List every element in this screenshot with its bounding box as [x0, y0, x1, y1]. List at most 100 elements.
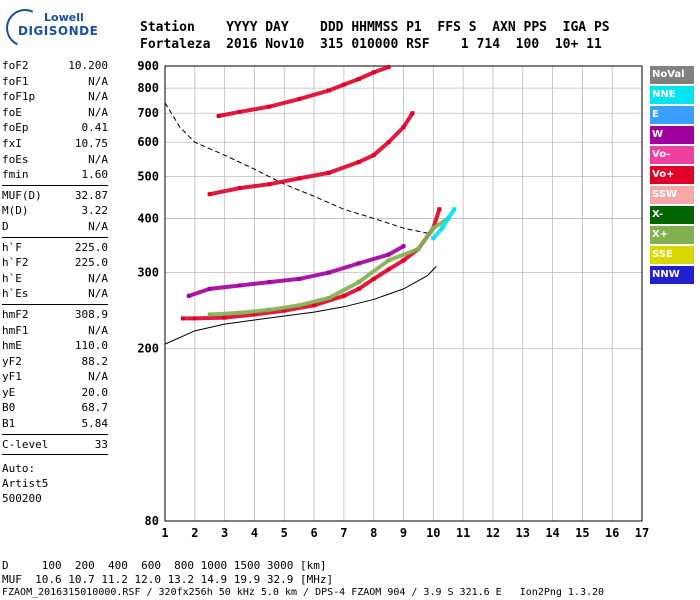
series-point	[252, 312, 257, 317]
digisonde-logo: Lowell DIGISONDE	[0, 3, 124, 53]
series-point	[207, 286, 212, 291]
separator	[2, 184, 108, 186]
param-row-ye: yE 20.0	[2, 385, 108, 401]
auto-line: 500200	[2, 492, 42, 506]
x-tick-label: 5	[281, 526, 288, 540]
param-value: 10.200	[68, 59, 108, 72]
x-tick-label: 15	[575, 526, 589, 540]
x-tick-label: 11	[456, 526, 470, 540]
param-name: foEs	[2, 152, 29, 166]
series-trace-4	[207, 111, 415, 197]
param-value: N/A	[88, 287, 108, 301]
x-tick-label: 4	[251, 526, 258, 540]
param-row-foe: foE N/A	[2, 105, 108, 121]
legend-item-x-: X-	[650, 206, 694, 224]
separator	[2, 454, 108, 456]
y-tick-label: 400	[137, 211, 159, 225]
param-row-b0: B0 68.7	[2, 400, 108, 416]
x-tick-label: 6	[310, 526, 317, 540]
param-row-fof1p: foF1p N/A	[2, 89, 108, 105]
param-row-fof1: foF1 N/A	[2, 74, 108, 90]
param-value: 0.41	[81, 121, 109, 135]
auto-line: Artist5	[2, 477, 49, 491]
series-point	[237, 283, 242, 288]
param-row-hmf2: hmF2 308.9	[2, 307, 108, 323]
series-point	[267, 307, 272, 312]
series-point	[401, 125, 406, 130]
series-point	[297, 276, 302, 281]
y-tick-label: 80	[145, 514, 159, 528]
footer-line3: FZAOM_2016315010000.RSF / 320fx256h 50 k…	[2, 587, 605, 598]
param-value: 225.0	[74, 240, 108, 254]
param-name: yE	[2, 385, 16, 399]
param-value: N/A	[88, 152, 108, 166]
param-value: N/A	[88, 74, 108, 88]
series-point	[341, 82, 346, 87]
series-point	[401, 244, 406, 249]
y-tick-label: 900	[137, 59, 159, 73]
param-name: h`Es	[2, 287, 29, 301]
param-row-fxi: fxI 10.75	[2, 136, 108, 152]
param-value: N/A	[88, 271, 108, 285]
x-tick-label: 13	[516, 526, 530, 540]
series-trace-1	[207, 216, 451, 317]
param-value: 1.60	[81, 168, 109, 182]
footer-line1: D 100 200 400 600 800 1000 1500 3000 [km…	[2, 559, 327, 572]
param-value: N/A	[88, 370, 108, 384]
series-point	[267, 280, 272, 285]
x-tick-label: 9	[400, 526, 407, 540]
param-name: M(D)	[2, 204, 29, 218]
series-point	[267, 182, 272, 187]
auto-line: Auto:	[2, 462, 36, 476]
param-name: foF1p	[2, 90, 36, 104]
param-value: 225.0	[74, 256, 108, 270]
param-row-fmin: fmin 1.60	[2, 167, 108, 183]
series-point	[356, 286, 361, 291]
param-row-fof2: foF2 10.200	[2, 58, 108, 74]
series-point	[180, 316, 185, 321]
param-value: 88.2	[81, 354, 109, 368]
y-tick-label: 600	[137, 135, 159, 149]
legend-item-ssw: SSW	[650, 186, 694, 204]
series-trace-5	[216, 65, 391, 118]
series-point	[222, 315, 227, 320]
series-point	[371, 276, 376, 281]
series-point	[386, 65, 391, 70]
param-name: h`F	[2, 240, 22, 254]
legend-item-vo-: Vo-	[650, 146, 694, 164]
series-point	[440, 226, 445, 231]
param-value: 32.87	[74, 188, 108, 202]
param-value: 68.7	[81, 401, 109, 415]
x-tick-label: 7	[340, 526, 347, 540]
series-point	[282, 308, 287, 313]
param-value: 5.84	[81, 417, 109, 431]
header-row1: Station YYYY DAY DDD HHMMSS P1 FFS S AXN…	[140, 20, 610, 35]
separator	[2, 236, 108, 238]
series-point	[371, 153, 376, 158]
series-point	[237, 186, 242, 191]
series-point	[237, 109, 242, 114]
param-row-h-es: h`Es N/A	[2, 286, 108, 302]
legend-item-sse: SSE	[650, 246, 694, 264]
series-trace-3	[431, 207, 457, 241]
series-point	[192, 316, 197, 321]
series-point	[401, 258, 406, 263]
x-tick-label: 17	[635, 526, 649, 540]
series-point	[371, 70, 376, 75]
param-name: B1	[2, 417, 16, 431]
legend-item-x-: X+	[650, 226, 694, 244]
param-row-foep: foEp 0.41	[2, 120, 108, 136]
series-point	[237, 310, 242, 315]
x-tick-label: 8	[370, 526, 377, 540]
param-name: MUF(D)	[2, 188, 42, 202]
series-point	[431, 236, 436, 241]
param-row-h-e: h`E N/A	[2, 271, 108, 287]
param-name: yF1	[2, 370, 22, 384]
series-point	[186, 293, 191, 298]
legend-item-nne: NNE	[650, 86, 694, 104]
param-value: 20.0	[81, 385, 109, 399]
separator	[2, 433, 108, 435]
reference-curve-dashed	[164, 102, 428, 234]
reference-curve-solid	[164, 266, 437, 345]
